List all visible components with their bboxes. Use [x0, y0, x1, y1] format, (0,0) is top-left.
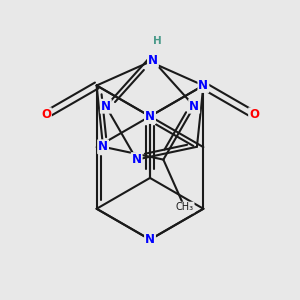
- Text: O: O: [41, 108, 51, 121]
- Text: CH₃: CH₃: [176, 202, 194, 212]
- Text: N: N: [189, 100, 199, 113]
- Text: N: N: [148, 54, 158, 67]
- Text: N: N: [98, 140, 108, 153]
- Text: N: N: [132, 153, 142, 166]
- Text: N: N: [145, 110, 155, 123]
- Text: N: N: [198, 79, 208, 92]
- Text: N: N: [101, 100, 111, 113]
- Text: H: H: [153, 36, 161, 46]
- Text: N: N: [145, 110, 155, 123]
- Text: N: N: [145, 233, 155, 246]
- Text: O: O: [249, 108, 259, 121]
